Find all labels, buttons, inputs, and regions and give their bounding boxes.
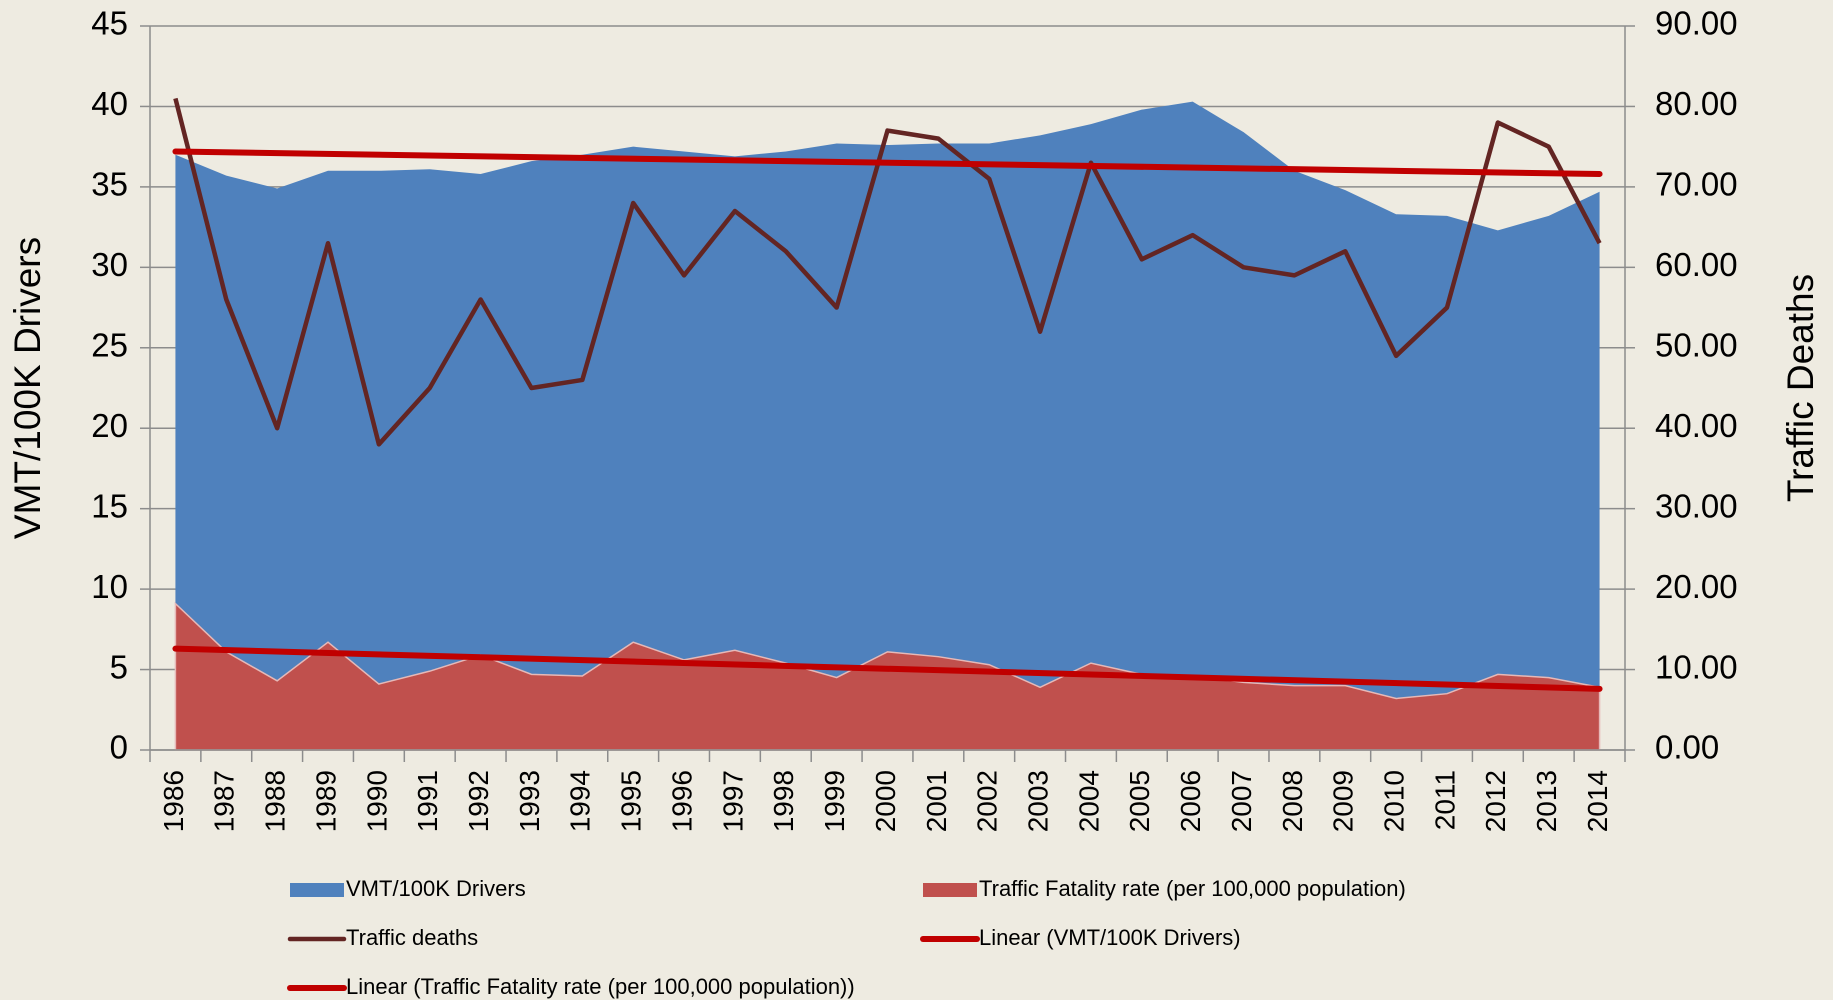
area	[175, 101, 1600, 750]
legend-swatch	[290, 883, 344, 897]
x-tick-label: 2007	[1226, 770, 1257, 832]
x-tick-label: 1987	[209, 770, 240, 832]
y-tick-label: 10	[91, 568, 128, 605]
x-tick-label: 1999	[819, 770, 850, 832]
x-tick-label: 2014	[1582, 770, 1613, 832]
legend-label: VMT/100K Drivers	[346, 876, 526, 901]
x-tick-label: 1996	[666, 770, 697, 832]
y-tick-label: 0	[110, 729, 128, 766]
legend-label: Traffic deaths	[346, 925, 478, 950]
y2-tick-label: 40.00	[1655, 407, 1738, 444]
trendline	[172, 148, 1603, 178]
x-tick-label: 2012	[1480, 770, 1511, 832]
x-tick-label: 2008	[1277, 770, 1308, 832]
y-tick-label: 5	[110, 648, 128, 685]
x-tick-label: 1992	[463, 770, 494, 832]
y2-tick-label: 50.00	[1655, 326, 1738, 363]
x-tick-label: 2002	[972, 770, 1003, 832]
x-tick-label: 1989	[310, 770, 341, 832]
y2-tick-label: 30.00	[1655, 487, 1738, 524]
x-tick-label: 1986	[158, 770, 189, 832]
legend-swatch	[923, 883, 977, 897]
legend-label: Traffic Fatality rate (per 100,000 popul…	[979, 876, 1406, 901]
y-tick-label: 25	[91, 326, 128, 363]
x-tick-label: 1998	[768, 770, 799, 832]
y2-tick-label: 20.00	[1655, 568, 1738, 605]
y2-tick-label: 90.00	[1655, 5, 1738, 42]
y-tick-label: 35	[91, 166, 128, 203]
x-tick-label: 2001	[921, 770, 952, 832]
x-tick-label: 1995	[616, 770, 647, 832]
y-tick-label: 40	[91, 85, 128, 122]
legend-label: Linear (Traffic Fatality rate (per 100,0…	[346, 974, 855, 999]
y-axis-title: VMT/100K Drivers	[7, 237, 48, 539]
y-tick-label: 30	[91, 246, 128, 283]
y2-tick-label: 80.00	[1655, 85, 1738, 122]
y2-tick-label: 10.00	[1655, 648, 1738, 685]
x-tick-label: 2000	[870, 770, 901, 832]
x-tick-label: 2006	[1175, 770, 1206, 832]
trendline	[172, 645, 1603, 692]
line	[173, 97, 1602, 447]
y2-tick-label: 70.00	[1655, 166, 1738, 203]
x-tick-label: 2003	[1022, 770, 1053, 832]
x-tick-label: 1988	[260, 770, 291, 832]
x-tick-label: 2010	[1379, 770, 1410, 832]
x-tick-label: 2004	[1073, 770, 1104, 832]
x-tick-label: 2011	[1429, 770, 1460, 830]
area	[174, 601, 1601, 751]
x-tick-label: 1991	[412, 770, 443, 832]
y-tick-label: 20	[91, 407, 128, 444]
x-tick-label: 2013	[1531, 770, 1562, 832]
y2-tick-label: 0.00	[1655, 729, 1719, 766]
x-tick-label: 1993	[514, 770, 545, 832]
x-tick-label: 2005	[1124, 770, 1155, 832]
y-tick-label: 45	[91, 5, 128, 42]
x-tick-label: 1990	[361, 770, 392, 832]
x-tick-label: 2009	[1328, 770, 1359, 832]
y-tick-label: 15	[91, 487, 128, 524]
legend-label: Linear (VMT/100K Drivers)	[979, 925, 1241, 950]
y2-axis-title: Traffic Deaths	[1780, 274, 1821, 502]
x-tick-label: 1994	[565, 770, 596, 832]
y2-tick-label: 60.00	[1655, 246, 1738, 283]
x-tick-label: 1997	[717, 770, 748, 832]
